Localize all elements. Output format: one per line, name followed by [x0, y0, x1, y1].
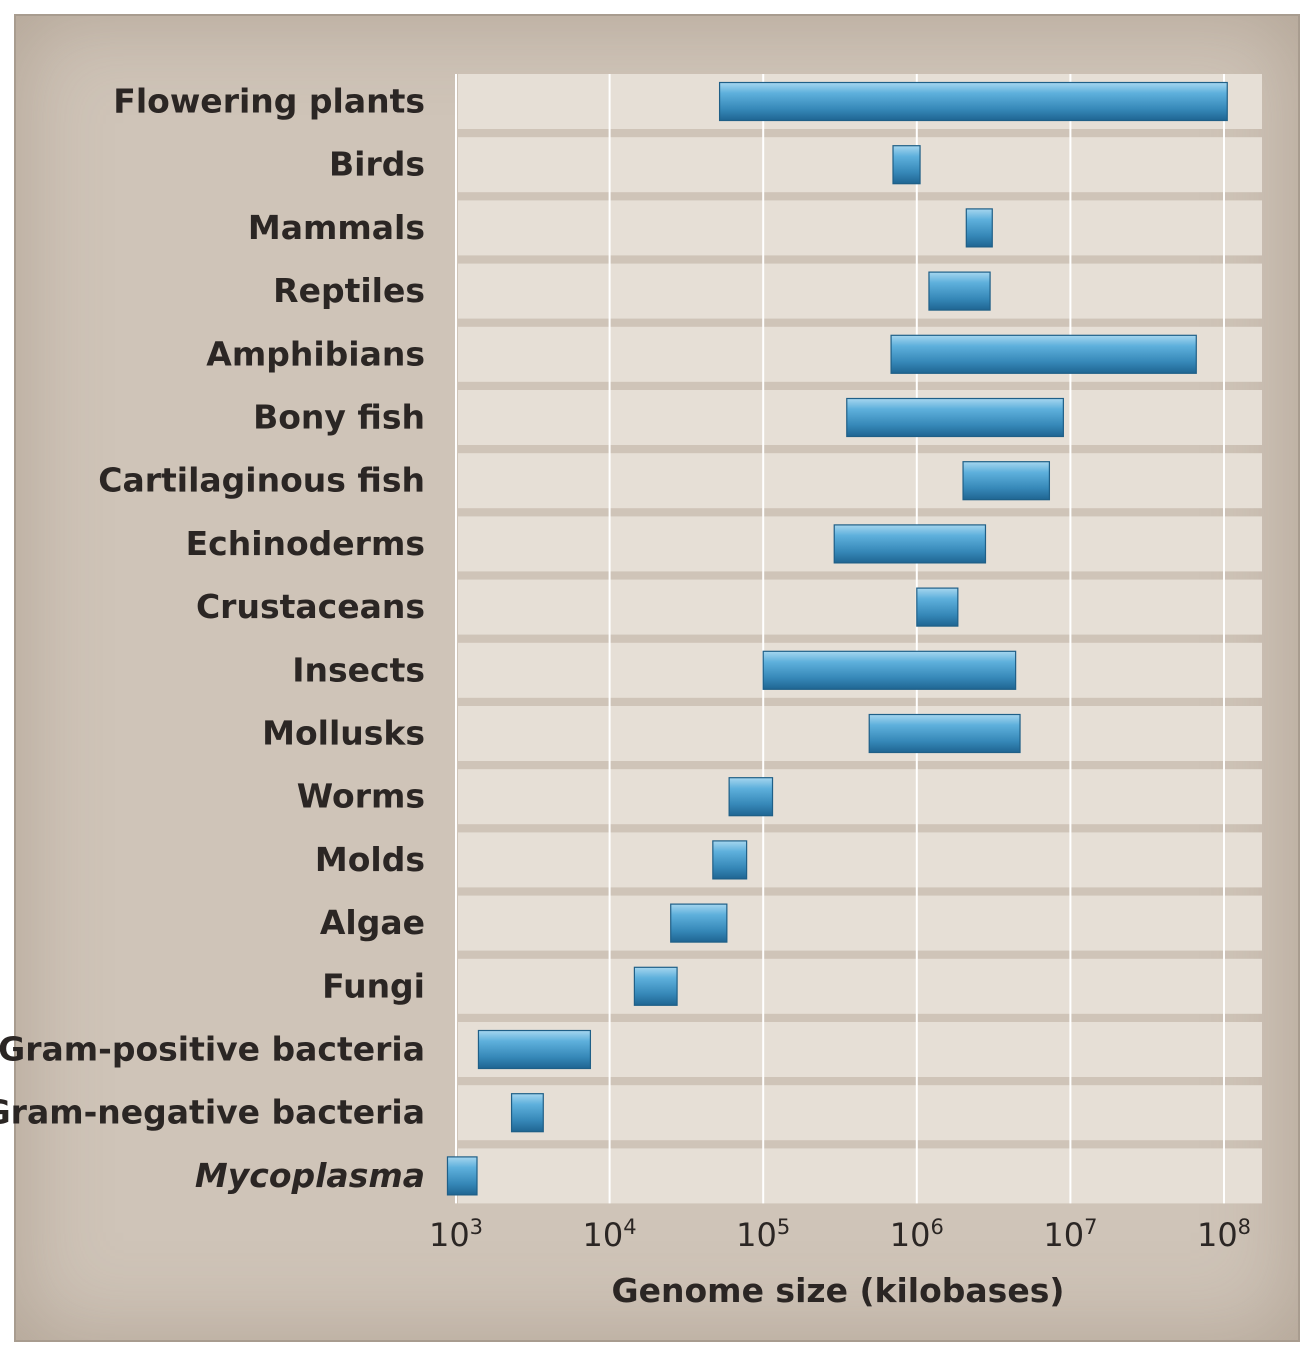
range-bar	[446, 1156, 478, 1196]
row-background	[458, 579, 1262, 635]
range-bar	[633, 966, 678, 1006]
range-bar	[928, 271, 991, 311]
range-bars	[446, 81, 1228, 1196]
category-label: Mycoplasma	[195, 1156, 425, 1195]
category-label: Mammals	[248, 208, 425, 247]
category-label: Reptiles	[273, 271, 425, 310]
range-bar	[965, 208, 993, 248]
category-label: Bony fish	[253, 398, 425, 437]
range-bar	[510, 1093, 544, 1133]
row-background	[458, 706, 1262, 761]
row-background	[458, 263, 1262, 319]
x-tick-label: 104	[583, 1215, 637, 1254]
x-tick-label: 107	[1043, 1215, 1097, 1254]
range-bar	[892, 145, 921, 185]
category-label: Echinoderms	[186, 524, 425, 563]
x-tick-label: 103	[429, 1215, 483, 1254]
range-bar	[916, 587, 959, 627]
category-label: Worms	[297, 777, 425, 816]
row-background	[458, 1022, 1262, 1077]
range-bar	[868, 713, 1021, 754]
category-label: Flowering plants	[113, 82, 425, 121]
category-label: Molds	[315, 840, 425, 879]
range-bar	[962, 461, 1051, 501]
row-background	[458, 769, 1262, 825]
x-tick-label: 105	[736, 1215, 790, 1254]
row-background	[458, 200, 1262, 256]
row-background	[458, 832, 1262, 888]
category-label: Cartilaginous fish	[98, 461, 425, 500]
range-bar	[670, 903, 728, 943]
range-bar	[890, 334, 1197, 374]
row-backgrounds	[458, 74, 1262, 1204]
row-background	[458, 895, 1262, 951]
range-bar	[712, 840, 748, 880]
category-label: Gram-negative bacteria	[0, 1093, 425, 1132]
row-background	[458, 137, 1262, 193]
range-bar	[846, 397, 1064, 438]
category-label: Fungi	[322, 966, 425, 1005]
category-label: Gram-positive bacteria	[0, 1030, 425, 1069]
category-label: Algae	[320, 903, 425, 942]
row-background	[458, 958, 1262, 1014]
x-axis-title: Genome size (kilobases)	[612, 1271, 1065, 1310]
row-background	[458, 453, 1262, 509]
x-tick-labels: 103 104 105 106 107 108	[429, 1215, 1251, 1254]
range-bar	[833, 524, 987, 564]
range-bar	[477, 1029, 592, 1070]
category-labels: Flowering plants Birds Mammals Reptiles Amph…	[0, 82, 425, 1195]
row-background	[458, 1085, 1262, 1141]
range-bar	[762, 650, 1017, 690]
category-label: Mollusks	[262, 714, 425, 753]
gridlines	[455, 74, 1225, 1204]
row-background	[458, 1148, 1262, 1204]
category-label: Crustaceans	[196, 587, 425, 626]
category-label: Birds	[329, 145, 425, 184]
x-tick-label: 106	[890, 1215, 944, 1254]
range-bar	[728, 777, 774, 817]
x-tick-label: 108	[1197, 1215, 1251, 1254]
category-label: Insects	[292, 650, 425, 689]
category-label: Amphibians	[206, 334, 425, 373]
range-bar	[718, 81, 1228, 122]
